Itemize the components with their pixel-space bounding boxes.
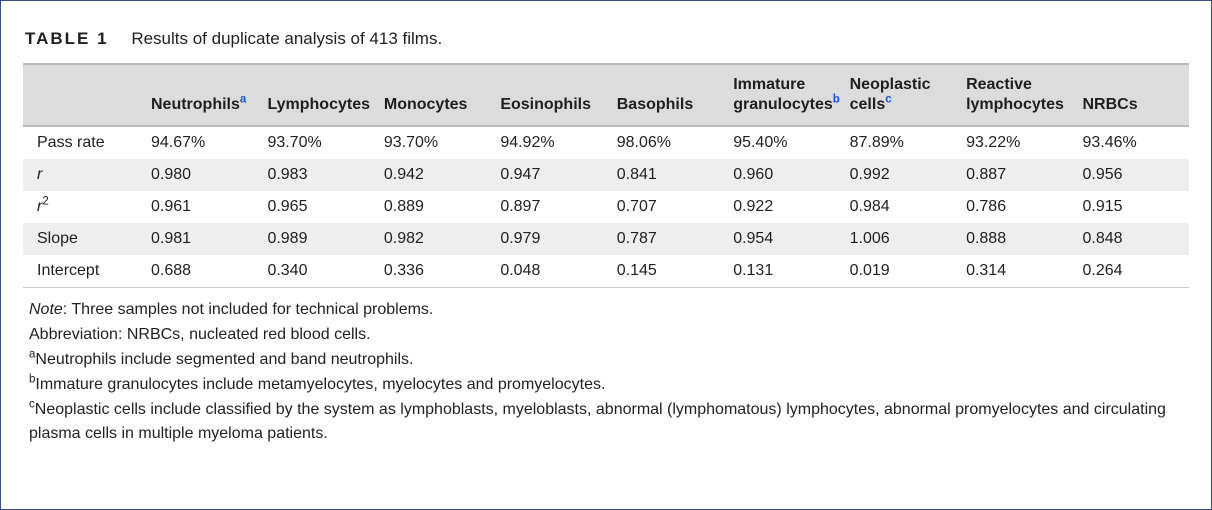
- table-figure-frame: TABLE 1 Results of duplicate analysis of…: [0, 0, 1212, 510]
- table-cell: 0.897: [490, 191, 606, 223]
- table-cell: 0.992: [840, 159, 956, 191]
- column-header: Eosinophils: [490, 64, 606, 126]
- table-cell: 0.984: [840, 191, 956, 223]
- table-cell: 1.006: [840, 223, 956, 255]
- table-notes: Note: Three samples not included for tec…: [23, 298, 1189, 447]
- table-cell: 0.848: [1073, 223, 1190, 255]
- table-cell: 0.915: [1073, 191, 1190, 223]
- note-lead: Note: [29, 301, 63, 318]
- table-cell: 0.980: [141, 159, 257, 191]
- column-header: Monocytes: [374, 64, 490, 126]
- header-footnote-ref: a: [240, 94, 246, 106]
- column-header: Neoplasticcellsc: [840, 64, 956, 126]
- table-cell: 0.888: [956, 223, 1072, 255]
- table-cell: 0.979: [490, 223, 606, 255]
- table-cell: 93.70%: [374, 126, 490, 159]
- table-cell: 95.40%: [723, 126, 839, 159]
- table-cell: 0.787: [607, 223, 723, 255]
- table-cell: 0.922: [723, 191, 839, 223]
- table-cell: 0.048: [490, 255, 606, 288]
- table-cell: 0.688: [141, 255, 257, 288]
- table-cell: 98.06%: [607, 126, 723, 159]
- table-cell: 0.954: [723, 223, 839, 255]
- table-cell: 94.92%: [490, 126, 606, 159]
- column-header: Basophils: [607, 64, 723, 126]
- note-line: Note: Three samples not included for tec…: [29, 298, 1189, 323]
- table-cell: 0.145: [607, 255, 723, 288]
- table-cell: 0.264: [1073, 255, 1190, 288]
- table-cell: 87.89%: [840, 126, 956, 159]
- table-cell: 0.340: [257, 255, 373, 288]
- table-body: Pass rate94.67%93.70%93.70%94.92%98.06%9…: [23, 126, 1189, 288]
- column-header: Neutrophilsa: [141, 64, 257, 126]
- footnote-b: bImmature granulocytes include metamyelo…: [29, 373, 1189, 398]
- table-cell: 0.965: [257, 191, 373, 223]
- table-cell: 93.46%: [1073, 126, 1190, 159]
- table-cell: 0.982: [374, 223, 490, 255]
- table-row: r20.9610.9650.8890.8970.7070.9220.9840.7…: [23, 191, 1189, 223]
- header-footnote-ref: b: [833, 94, 840, 106]
- table-cell: 0.956: [1073, 159, 1190, 191]
- row-label: r: [23, 159, 141, 191]
- table-cell: 0.942: [374, 159, 490, 191]
- row-label: Intercept: [23, 255, 141, 288]
- footnote-a-text: Neutrophils include segmented and band n…: [35, 351, 413, 368]
- table-row: r0.9800.9830.9420.9470.8410.9600.9920.88…: [23, 159, 1189, 191]
- table-cell: 0.989: [257, 223, 373, 255]
- table-cell: 0.960: [723, 159, 839, 191]
- table-cell: 0.336: [374, 255, 490, 288]
- table-cell: 0.019: [840, 255, 956, 288]
- table-cell: 0.131: [723, 255, 839, 288]
- results-table: NeutrophilsaLymphocytesMonocytesEosinoph…: [23, 63, 1189, 288]
- header-blank: [23, 64, 141, 126]
- table-cell: 0.947: [490, 159, 606, 191]
- footnote-c: cNeoplastic cells include classified by …: [29, 398, 1189, 448]
- table-row: Slope0.9810.9890.9820.9790.7870.9541.006…: [23, 223, 1189, 255]
- table-row: Pass rate94.67%93.70%93.70%94.92%98.06%9…: [23, 126, 1189, 159]
- footnote-c-text: Neoplastic cells include classified by t…: [29, 401, 1166, 443]
- table-cell: 93.70%: [257, 126, 373, 159]
- table-cell: 0.983: [257, 159, 373, 191]
- abbreviation-line: Abbreviation: NRBCs, nucleated red blood…: [29, 323, 1189, 348]
- table-cell: 0.841: [607, 159, 723, 191]
- column-header: Lymphocytes: [257, 64, 373, 126]
- column-header: Immaturegranulocytesb: [723, 64, 839, 126]
- column-header: Reactivelymphocytes: [956, 64, 1072, 126]
- table-cell: 94.67%: [141, 126, 257, 159]
- table-cell: 0.961: [141, 191, 257, 223]
- table-caption: Results of duplicate analysis of 413 fil…: [131, 29, 442, 48]
- table-cell: 93.22%: [956, 126, 1072, 159]
- table-cell: 0.786: [956, 191, 1072, 223]
- table-row: Intercept0.6880.3400.3360.0480.1450.1310…: [23, 255, 1189, 288]
- table-cell: 0.887: [956, 159, 1072, 191]
- row-label: r2: [23, 191, 141, 223]
- row-label: Slope: [23, 223, 141, 255]
- footnote-b-text: Immature granulocytes include metamyeloc…: [35, 376, 605, 393]
- table-label: TABLE 1: [25, 29, 109, 48]
- table-cell: 0.707: [607, 191, 723, 223]
- column-header: NRBCs: [1073, 64, 1190, 126]
- table-cell: 0.981: [141, 223, 257, 255]
- table-title-row: TABLE 1 Results of duplicate analysis of…: [25, 29, 1189, 49]
- table-header: NeutrophilsaLymphocytesMonocytesEosinoph…: [23, 64, 1189, 126]
- table-cell: 0.889: [374, 191, 490, 223]
- header-footnote-ref: c: [885, 94, 891, 106]
- row-label: Pass rate: [23, 126, 141, 159]
- table-cell: 0.314: [956, 255, 1072, 288]
- footnote-a: aNeutrophils include segmented and band …: [29, 348, 1189, 373]
- note-body: : Three samples not included for technic…: [63, 301, 434, 318]
